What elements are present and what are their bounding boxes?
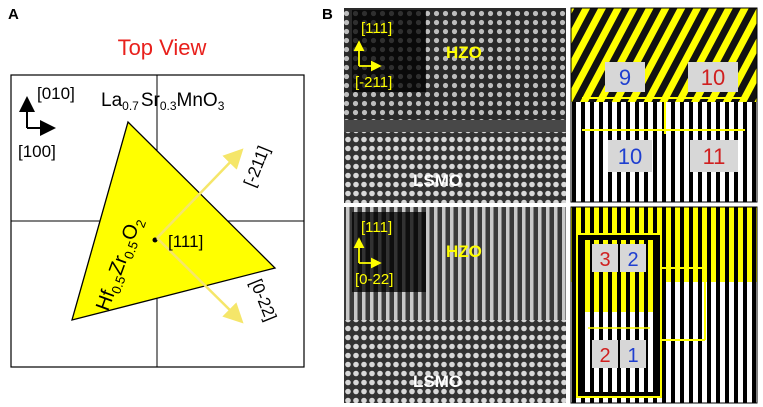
fringe-top-lower-left: 10 <box>618 144 642 169</box>
axes-icon-bottom <box>353 237 382 269</box>
top-film-label: HZO <box>446 43 482 62</box>
fringe-image-top <box>570 7 758 203</box>
fringe-top-upper-right: 10 <box>701 65 725 90</box>
axes-icon-top <box>353 40 382 72</box>
axis-100-label: [100] <box>18 142 56 161</box>
fringe-top-upper-left: 9 <box>619 65 631 90</box>
axis-010-label: [010] <box>37 84 75 103</box>
substrate-formula: La0.7 Sr0.3MnO3 <box>101 90 225 113</box>
fringe-image-bottom <box>570 206 758 404</box>
bottom-axis-up: [111] <box>361 219 392 236</box>
bottom-film-label: HZO <box>446 242 482 261</box>
crystal-axes-icon <box>19 96 56 136</box>
top-view-title: Top View <box>118 35 207 60</box>
top-axis-right: [-211] <box>355 74 392 91</box>
origin-dot <box>152 237 158 243</box>
top-axis-up: [111] <box>361 20 392 37</box>
tem-image-top <box>344 8 566 203</box>
fringe-bottom-lower-left: 2 <box>599 345 610 367</box>
axis-111-label: [111] <box>168 232 203 251</box>
bottom-axis-right: [0-22] <box>355 271 393 288</box>
fringe-bottom-upper-left: 3 <box>599 249 610 271</box>
fringe-bottom-lower-right: 1 <box>627 345 638 367</box>
bottom-substrate-label: LSMO <box>413 372 462 391</box>
direction-arrow-211 <box>156 148 244 239</box>
fringe-bottom-upper-right: 2 <box>627 249 638 271</box>
top-substrate-label: LSMO <box>413 171 462 190</box>
panel-b-label: B <box>322 6 333 23</box>
fringe-top-lower-right: 11 <box>703 144 726 169</box>
panel-a-label: A <box>8 6 19 23</box>
direction-arrow-022 <box>156 237 244 324</box>
tem-image-bottom <box>344 207 566 403</box>
